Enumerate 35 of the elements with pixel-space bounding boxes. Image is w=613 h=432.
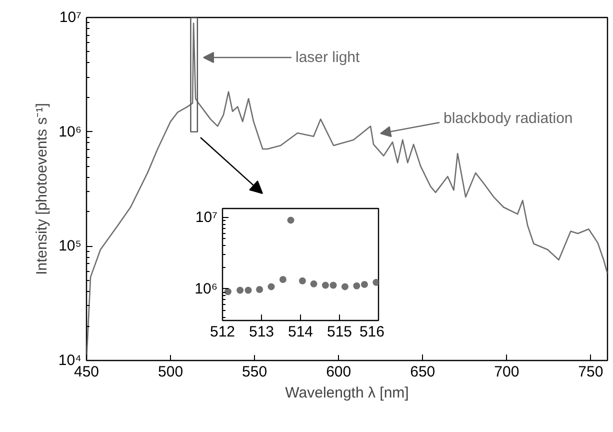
x-tick-label: 512 [210, 324, 236, 340]
x-tick-label: 600 [326, 364, 352, 380]
y-tick-label: 10⁵ [58, 238, 82, 255]
x-tick-label: 700 [494, 364, 520, 380]
point [360, 280, 368, 288]
x-tick-label: 515 [326, 324, 352, 340]
point [244, 286, 252, 294]
annotation: laser light [296, 49, 361, 66]
y-tick-label: 10⁶ [194, 280, 218, 298]
x-tick-label: 513 [248, 324, 274, 340]
point [341, 283, 348, 290]
point [268, 283, 275, 290]
y-tick-label: 10⁷ [195, 208, 218, 226]
x-tick-label: 500 [158, 364, 184, 380]
x-axis-title: Wavelength λ [nm] [285, 384, 409, 402]
point [353, 282, 360, 290]
point [372, 278, 378, 286]
y-axis-title: Intensity [photoevents s⁻¹] [33, 103, 50, 275]
point [224, 288, 232, 296]
point [279, 276, 286, 283]
y-tick-label: 10⁷ [59, 9, 82, 26]
x-tick-label: 650 [410, 364, 436, 380]
point [298, 277, 306, 284]
point [322, 282, 329, 289]
x-tick-label: 550 [242, 364, 268, 380]
point [256, 286, 264, 294]
x-tick-label: 750 [578, 364, 604, 380]
x-tick-label: 516 [359, 324, 385, 340]
point [287, 216, 294, 224]
annotation: blackbody radiation [444, 110, 573, 127]
x-tick-label: 514 [288, 324, 314, 340]
point [310, 280, 318, 288]
point [236, 286, 244, 294]
y-tick-label: 10⁶ [58, 123, 82, 140]
point [330, 282, 337, 289]
